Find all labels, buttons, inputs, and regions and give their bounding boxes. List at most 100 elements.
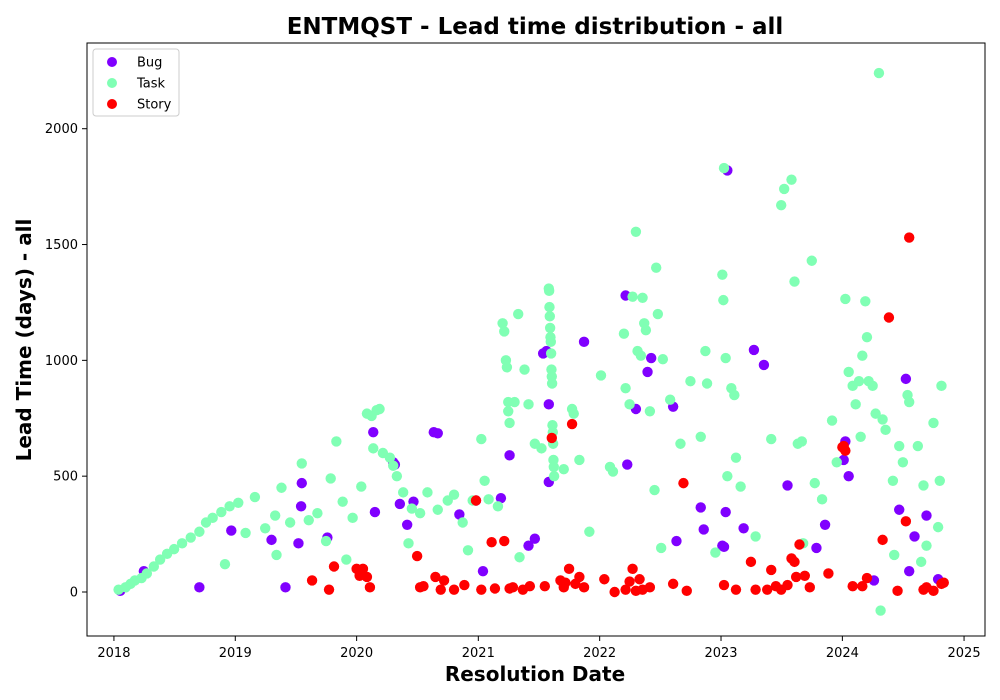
task-point: [700, 345, 711, 357]
task-point: [497, 318, 508, 329]
story-point: [486, 536, 497, 548]
task-point: [776, 199, 787, 211]
y-tick-label: 1000: [45, 354, 78, 369]
task-point: [260, 523, 271, 534]
task-point: [850, 399, 861, 410]
story-point: [578, 582, 590, 593]
task-point: [718, 294, 729, 306]
story-point: [476, 584, 487, 595]
task-point: [154, 554, 166, 565]
task-point: [750, 531, 761, 542]
task-point: [271, 549, 282, 561]
bug-point: [904, 565, 915, 577]
task-point: [722, 470, 733, 482]
story-point: [546, 432, 557, 444]
task-point: [857, 350, 868, 361]
task-point: [523, 399, 534, 410]
bug-point: [529, 533, 541, 544]
bug-point: [622, 459, 633, 470]
task-point: [637, 292, 648, 303]
task-point: [462, 545, 474, 556]
task-point: [701, 378, 713, 389]
story-point: [470, 495, 482, 506]
story-point: [681, 585, 692, 597]
y-tick-label: 500: [53, 470, 78, 485]
bug-point: [698, 524, 709, 535]
bug-point: [369, 506, 381, 518]
task-point: [894, 440, 905, 452]
x-tick-label: 2022: [583, 646, 616, 661]
bug-point: [194, 582, 205, 593]
story-point: [627, 563, 638, 575]
bug-point: [748, 344, 760, 356]
bug-point: [432, 428, 443, 439]
legend: Bug Task Story: [92, 48, 180, 117]
task-point: [269, 510, 281, 521]
task-point: [880, 424, 891, 436]
task-point: [873, 67, 885, 79]
story-point: [799, 570, 810, 581]
task-point: [185, 532, 196, 543]
task-point: [548, 461, 559, 473]
bug-point: [695, 502, 706, 513]
story-point: [459, 579, 470, 591]
task-point: [655, 542, 667, 554]
task-point: [388, 460, 399, 471]
bug-point: [226, 525, 237, 536]
story-point: [560, 577, 571, 588]
story-point: [438, 575, 450, 586]
task-point: [544, 301, 555, 313]
task-point: [786, 174, 797, 185]
task-point: [735, 481, 746, 492]
story-point: [750, 584, 761, 595]
bug-point: [266, 534, 277, 546]
x-tick-label: 2025: [948, 646, 981, 661]
task-point: [536, 443, 547, 454]
task-point: [514, 552, 525, 563]
task-point: [789, 276, 800, 287]
x-tick-label: 2018: [97, 646, 130, 661]
task-point: [148, 561, 160, 572]
task-point: [374, 403, 385, 415]
task-point: [574, 454, 585, 466]
x-tick-label: 2020: [340, 646, 373, 661]
task-point: [303, 514, 314, 526]
task-point: [720, 352, 731, 364]
story-point: [762, 584, 773, 595]
task-point: [519, 364, 530, 375]
legend-label-bug: Bug: [137, 56, 162, 71]
story-point: [361, 571, 373, 583]
task-point: [503, 406, 514, 417]
task-point: [168, 543, 180, 555]
task-point: [545, 348, 557, 359]
task-point: [904, 396, 915, 408]
x-tick-label: 2024: [826, 646, 859, 661]
story-point: [448, 584, 460, 595]
task-point: [240, 527, 251, 539]
story-point: [745, 556, 757, 568]
task-point: [457, 517, 468, 528]
bug-point: [909, 531, 920, 542]
story-point: [678, 477, 689, 489]
task-point: [624, 399, 635, 410]
bug-point: [543, 399, 554, 410]
story-point: [499, 535, 510, 547]
x-tick-label: 2023: [704, 646, 737, 661]
story-point: [566, 418, 578, 430]
task-point: [548, 470, 560, 482]
bug-point: [280, 582, 291, 593]
story-point: [620, 584, 631, 595]
bug-point: [477, 565, 489, 577]
task-point: [778, 183, 790, 195]
bug-point: [394, 498, 406, 510]
task-point: [476, 433, 487, 445]
task-point: [176, 538, 188, 549]
task-point: [331, 436, 342, 447]
bug-point: [758, 359, 770, 371]
task-point: [635, 350, 647, 361]
story-point: [634, 574, 645, 585]
task-point: [216, 506, 227, 518]
story-point: [883, 312, 895, 323]
task-point: [921, 540, 932, 551]
